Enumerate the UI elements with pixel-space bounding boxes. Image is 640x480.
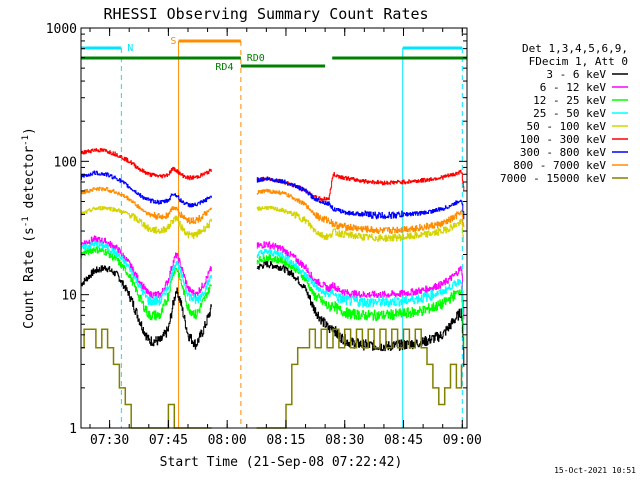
x-tick-label: 07:45 — [149, 433, 188, 448]
x-tick-label: 08:15 — [266, 433, 305, 448]
y-axis-label: Count Rate (s-1 detector-1) — [21, 127, 37, 329]
legend-label: 7000 - 15000 keV — [500, 172, 606, 185]
legend-label: 6 - 12 keV — [540, 81, 607, 94]
chart-title: RHESSI Observing Summary Count Rates — [103, 5, 428, 23]
legend: Det 1,3,4,5,6,9, FDecim 1, Att 0 3 - 6 k… — [500, 42, 628, 185]
legend-header-line-2: FDecim 1, Att 0 — [529, 55, 628, 68]
series-line — [256, 254, 465, 348]
legend-label: 12 - 25 keV — [533, 94, 606, 107]
series-1 — [81, 260, 465, 367]
series-line — [256, 176, 465, 220]
series-line — [81, 328, 212, 429]
series-line — [81, 265, 212, 350]
legend-label: 100 - 300 keV — [520, 133, 606, 146]
series-8 — [81, 186, 465, 234]
saa-label: N — [127, 43, 133, 54]
axis-layer: 1 10 100 1000 07:30 07:45 08:00 08:15 08:30 08:45… — [46, 22, 482, 448]
series-line — [81, 170, 212, 208]
y-tick-label: 1000 — [46, 22, 77, 37]
series-line — [81, 148, 212, 181]
series-line — [256, 260, 465, 367]
x-tick-label: 07:30 — [90, 433, 129, 448]
legend-label: 3 - 6 keV — [546, 68, 606, 81]
series-line — [256, 248, 465, 330]
x-tick-label: 08:00 — [208, 433, 247, 448]
y-tick-label: 1 — [69, 422, 77, 437]
x-tick-label: 09:00 — [443, 433, 482, 448]
series-5 — [81, 205, 465, 243]
x-tick-label: 08:45 — [384, 433, 423, 448]
x-tick-label: 08:30 — [325, 433, 364, 448]
legend-label: 800 - 7000 keV — [513, 159, 606, 172]
series-7 — [81, 170, 465, 220]
series-line — [81, 206, 212, 239]
y-tick-label: 10 — [61, 289, 77, 304]
series-line — [256, 328, 463, 429]
series-9 — [81, 328, 463, 429]
plot-frame — [80, 27, 468, 429]
y-tick-label: 100 — [54, 155, 77, 170]
series-layer — [81, 148, 465, 429]
decimation-label-rd0: RD0 — [247, 53, 265, 64]
series-line — [256, 205, 465, 243]
legend-label: 50 - 100 keV — [527, 120, 607, 133]
footer-date: 15-Oct-2021 10:51 — [554, 466, 636, 475]
decimation-label-rd4: RD4 — [215, 62, 233, 73]
flare-label: S — [170, 36, 176, 47]
series-line — [256, 241, 465, 320]
series-4 — [81, 240, 465, 330]
series-line — [81, 240, 212, 306]
series-line — [256, 188, 465, 234]
legend-header-line-1: Det 1,3,4,5,6,9, — [522, 42, 628, 55]
x-axis-label: Start Time (21-Sep-08 07:22:42) — [160, 455, 403, 470]
legend-label: 25 - 50 keV — [533, 107, 606, 120]
legend-label: 300 - 800 keV — [520, 146, 606, 159]
series-line — [81, 186, 212, 225]
